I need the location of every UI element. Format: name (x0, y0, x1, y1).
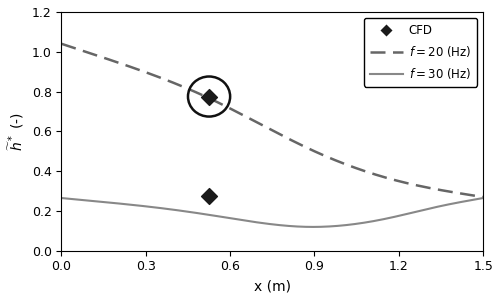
Point (205, 194, 213, 198)
Point (205, 94, 213, 99)
Legend: CFD, $f = 20$ (Hz), $f = 30$ (Hz): CFD, $f = 20$ (Hz), $f = 30$ (Hz) (364, 18, 477, 87)
X-axis label: x (m): x (m) (254, 279, 291, 293)
Y-axis label: $\widetilde{h}^*$ (-): $\widetilde{h}^*$ (-) (7, 112, 26, 151)
